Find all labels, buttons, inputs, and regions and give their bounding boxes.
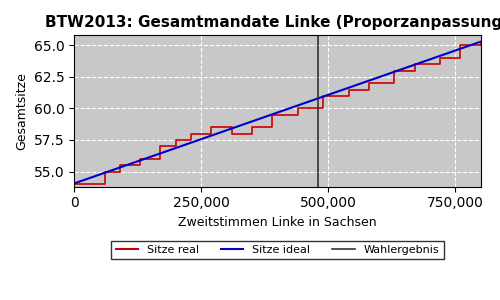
Sitze real <box>188 132 194 136</box>
Sitze ideal <box>313 97 319 101</box>
Sitze real <box>249 126 255 129</box>
Sitze real <box>158 145 164 148</box>
Sitze ideal <box>71 182 77 185</box>
X-axis label: Zweitstimmen Linke in Sachsen: Zweitstimmen Linke in Sachsen <box>178 216 376 229</box>
Sitze real <box>270 113 276 117</box>
Sitze real <box>458 44 464 47</box>
Sitze ideal <box>404 65 410 69</box>
Sitze ideal <box>468 43 474 47</box>
Line: Sitze real: Sitze real <box>74 42 481 184</box>
Legend: Sitze real, Sitze ideal, Wahlergebnis: Sitze real, Sitze ideal, Wahlergebnis <box>111 241 444 260</box>
Sitze real <box>228 132 234 136</box>
Sitze ideal <box>266 113 272 117</box>
Sitze ideal <box>478 40 484 44</box>
Sitze real <box>102 170 107 173</box>
Sitze real <box>392 69 398 72</box>
Sitze real <box>71 182 77 186</box>
Sitze real <box>412 62 418 66</box>
Sitze real <box>320 94 326 98</box>
Sitze real <box>346 88 352 91</box>
Sitze real <box>172 138 178 142</box>
Sitze real <box>294 107 300 110</box>
Sitze real <box>81 182 87 186</box>
Sitze real <box>208 126 214 129</box>
Line: Sitze ideal: Sitze ideal <box>74 42 481 184</box>
Sitze ideal <box>291 105 297 109</box>
Sitze real <box>478 40 484 44</box>
Y-axis label: Gesamtsitze: Gesamtsitze <box>15 72 28 150</box>
Sitze real <box>137 157 143 161</box>
Sitze real <box>437 56 443 60</box>
Sitze real <box>366 81 372 85</box>
Sitze ideal <box>264 114 270 118</box>
Sitze real <box>117 164 123 167</box>
Title: BTW2013: Gesamtmandate Linke (Proporzanpassung): BTW2013: Gesamtmandate Linke (Proporzanp… <box>46 15 500 30</box>
